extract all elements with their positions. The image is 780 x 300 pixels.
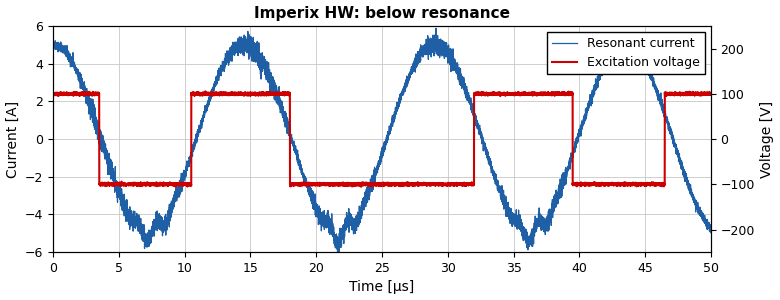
Title: Imperix HW: below resonance: Imperix HW: below resonance	[254, 6, 510, 21]
Excitation voltage	[706, 91, 715, 95]
Y-axis label: Current [A]: Current [A]	[5, 100, 20, 178]
Resonant current	[177, 172, 186, 175]
Line: Excitation voltage: Excitation voltage	[53, 91, 711, 187]
Excitation voltage	[675, 92, 684, 95]
Excitation voltage	[116, 182, 126, 185]
Resonant current	[494, 186, 503, 190]
Excitation voltage	[171, 185, 180, 189]
Y-axis label: Voltage [V]: Voltage [V]	[760, 100, 775, 178]
Excitation voltage	[433, 182, 442, 186]
Excitation voltage	[200, 89, 210, 93]
Resonant current	[502, 201, 512, 205]
Resonant current	[48, 42, 58, 45]
Resonant current	[333, 253, 342, 257]
Excitation voltage	[48, 92, 58, 96]
Resonant current	[706, 228, 715, 232]
Excitation voltage	[502, 91, 512, 95]
Resonant current	[433, 34, 442, 38]
X-axis label: Time [µs]: Time [µs]	[349, 280, 415, 294]
Line: Resonant current: Resonant current	[53, 28, 711, 255]
Excitation voltage	[177, 183, 186, 187]
Resonant current	[431, 26, 441, 30]
Excitation voltage	[494, 92, 503, 96]
Resonant current	[116, 192, 126, 196]
Resonant current	[675, 155, 684, 158]
Legend: Resonant current, Excitation voltage: Resonant current, Excitation voltage	[547, 32, 704, 74]
